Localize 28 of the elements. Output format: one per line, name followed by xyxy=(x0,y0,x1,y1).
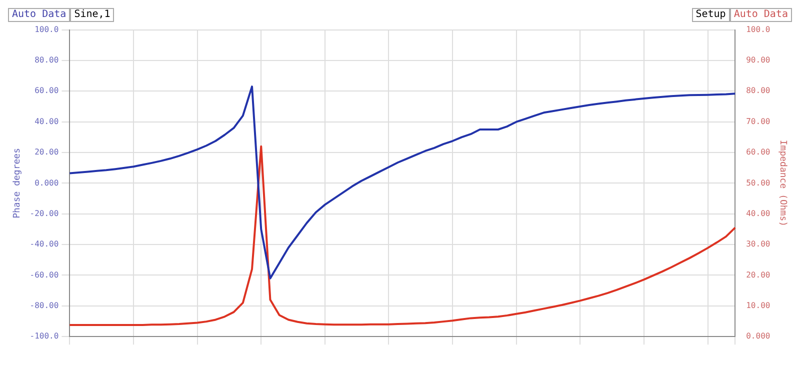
y2-tick-label: 70.00 xyxy=(746,116,770,126)
y2-tick-label: 60.00 xyxy=(746,148,770,157)
y2-tick-label: 20.00 xyxy=(746,270,770,280)
y2-tick-label: 50.00 xyxy=(746,178,770,188)
y2-tick-label: 10.00 xyxy=(746,301,770,310)
y2-tick-label: 30.00 xyxy=(746,240,770,249)
y-tick-label: 60.00 xyxy=(34,86,59,96)
y-tick-label: -20.00 xyxy=(30,208,59,218)
y-tick-label: 80.00 xyxy=(34,56,59,65)
y-tick-label: -60.00 xyxy=(30,270,59,280)
y-tick-label: 0.000 xyxy=(34,178,59,188)
y2-tick-label: 90.00 xyxy=(746,56,770,65)
y2-axis-title: Impedance (Ohms) xyxy=(777,140,788,227)
y-tick-label: 40.00 xyxy=(34,116,59,126)
y-tick-label: -80.00 xyxy=(30,301,59,310)
y-tick-label: 20.00 xyxy=(34,148,59,157)
text: Sine,1 xyxy=(70,8,114,22)
text: Auto Data xyxy=(8,8,70,22)
y-tick-label: -100.0 xyxy=(30,332,59,341)
y-tick-label: 100.0 xyxy=(34,24,59,34)
y2-tick-label: 100.0 xyxy=(746,24,770,34)
text: Auto Data xyxy=(730,8,792,22)
y-tick-label: -40.00 xyxy=(30,240,59,249)
y2-tick-label: 40.00 xyxy=(746,208,770,218)
y2-tick-label: 80.00 xyxy=(746,86,770,96)
text: Setup xyxy=(692,8,730,22)
y-axis-title: Phase degrees xyxy=(12,148,23,218)
y2-tick-label: 0.000 xyxy=(746,332,770,341)
